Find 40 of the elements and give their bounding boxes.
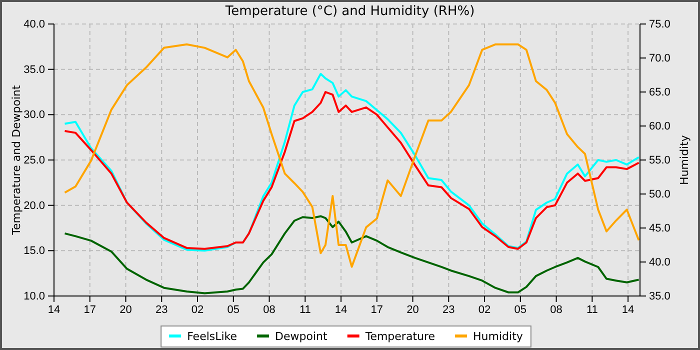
y-tick-label: 10.0 — [24, 290, 45, 303]
legend-label: Dewpoint — [275, 330, 328, 343]
legend-label: FeelsLike — [187, 330, 238, 343]
x-tick-label: 14 — [334, 304, 348, 316]
y2-tick-label: 65.0 — [649, 86, 670, 99]
y-tick-label: 35.0 — [24, 64, 45, 76]
legend-label: Temperature — [364, 330, 436, 343]
x-tick-label: 23 — [156, 304, 168, 316]
x-tick-label: 17 — [370, 304, 384, 316]
y2-tick-label: 75.0 — [649, 18, 670, 31]
y-axis-title: Temperature and Dewpoint — [10, 84, 23, 236]
chart-title: Temperature (°C) and Humidity (RH%) — [224, 4, 475, 19]
y-tick-label: 30.0 — [24, 109, 45, 122]
y2-tick-label: 70.0 — [649, 52, 670, 65]
x-tick-label: 02 — [191, 304, 204, 316]
y2-tick-label: 55.0 — [649, 154, 670, 167]
x-tick-label: 08 — [550, 304, 562, 316]
x-tick-label: 05 — [514, 304, 527, 316]
x-tick-label: 11 — [299, 304, 311, 316]
x-tick-label: 20 — [120, 304, 132, 316]
x-tick-label: 14 — [622, 304, 634, 316]
x-tick-label: 05 — [227, 304, 240, 316]
y-tick-label: 20.0 — [24, 200, 45, 212]
x-tick-label: 14 — [48, 304, 60, 316]
x-tick-label: 17 — [84, 304, 96, 316]
y2-tick-label: 50.0 — [649, 188, 670, 201]
y2-tick-label: 60.0 — [649, 120, 670, 133]
y-tick-label: 15.0 — [24, 245, 45, 258]
y-tick-label: 40.0 — [24, 18, 45, 31]
x-tick-label: 23 — [442, 304, 455, 316]
y2-tick-label: 40.0 — [649, 256, 670, 269]
legend-label: Humidity — [473, 330, 524, 343]
x-tick-label: 11 — [586, 304, 598, 316]
y2-tick-label: 45.0 — [649, 222, 670, 235]
x-tick-label: 02 — [478, 304, 491, 316]
x-tick-label: 08 — [263, 304, 276, 316]
y2-tick-label: 35.0 — [649, 290, 670, 303]
y-tick-label: 25.0 — [24, 154, 45, 167]
y2-axis-title: Humidity — [678, 134, 691, 185]
x-tick-label: 20 — [406, 304, 419, 316]
